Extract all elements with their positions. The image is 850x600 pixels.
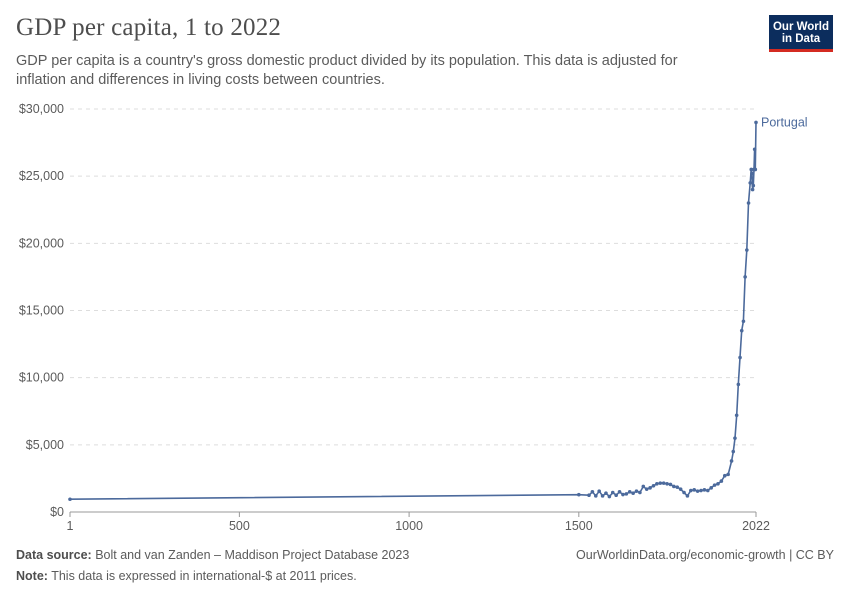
data-point: [597, 489, 601, 493]
data-point: [752, 147, 757, 152]
logo-line-1: Our World: [772, 21, 829, 33]
data-point: [614, 493, 618, 498]
data-point: [746, 201, 751, 205]
note-label: Note:: [16, 569, 48, 583]
data-point: [736, 382, 741, 387]
series-label: Portugal: [761, 115, 808, 129]
data-point: [695, 489, 700, 493]
data-point: [716, 481, 720, 486]
data-point: [685, 494, 690, 498]
data-point: [702, 488, 707, 492]
data-point: [692, 488, 697, 492]
data-point: [749, 167, 754, 172]
x-tick-label: 1500: [565, 519, 593, 533]
data-point: [668, 482, 673, 487]
source-link[interactable]: OurWorldinData.org/economic-growth | CC …: [576, 548, 834, 562]
data-point: [638, 490, 642, 495]
data-point: [678, 487, 683, 491]
data-point: [739, 328, 744, 333]
data-source-text: Bolt and van Zanden – Maddison Project D…: [95, 548, 410, 562]
data-point: [590, 490, 595, 494]
y-tick-label: $0: [50, 505, 64, 519]
data-point: [577, 492, 581, 497]
data-point: [627, 490, 632, 494]
data-point: [648, 486, 652, 490]
data-point: [731, 449, 736, 454]
chart-title: GDP per capita, 1 to 2022: [16, 14, 282, 41]
data-point: [604, 491, 608, 495]
data-point: [734, 413, 739, 418]
series-line-portugal: [69, 122, 757, 500]
data-point: [624, 492, 629, 496]
y-tick-label: $30,000: [19, 102, 64, 116]
owid-logo[interactable]: Our World in Data: [769, 15, 833, 52]
data-source: Data source: Bolt and van Zanden – Maddi…: [16, 548, 409, 562]
data-point: [719, 479, 724, 483]
data-point: [587, 493, 591, 498]
note: Note: This data is expressed in internat…: [16, 569, 357, 583]
data-point: [655, 481, 659, 486]
data-point: [593, 494, 598, 498]
y-tick-label: $20,000: [19, 236, 64, 250]
data-point: [733, 436, 737, 440]
data-point: [665, 481, 669, 486]
data-point: [753, 167, 758, 172]
data-point: [748, 181, 753, 185]
data-point: [641, 484, 646, 489]
data-point: [68, 497, 72, 502]
data-point: [750, 187, 755, 192]
data-point: [745, 248, 749, 252]
logo-line-2: in Data: [781, 33, 821, 45]
data-point: [610, 490, 615, 495]
data-point: [726, 472, 730, 477]
x-tick-label: 2022: [742, 519, 770, 533]
data-point: [644, 487, 649, 491]
y-tick-label: $25,000: [19, 169, 64, 183]
data-point: [751, 183, 756, 188]
chart-subtitle: GDP per capita is a country's gross dome…: [16, 53, 678, 88]
data-point: [741, 319, 746, 324]
data-point: [600, 494, 605, 498]
data-point: [689, 488, 693, 493]
data-point: [651, 484, 656, 488]
data-point: [672, 484, 676, 489]
data-point: [750, 171, 754, 176]
x-tick-label: 1: [67, 519, 74, 533]
y-tick-label: $10,000: [19, 371, 64, 385]
data-point: [738, 355, 742, 360]
y-tick-label: $15,000: [19, 304, 64, 318]
data-point: [658, 481, 663, 485]
x-tick-label: 1000: [395, 519, 423, 533]
data-point: [621, 492, 625, 497]
data-point: [661, 481, 666, 485]
data-point: [706, 488, 710, 493]
data-source-label: Data source:: [16, 548, 92, 562]
data-point: [634, 489, 639, 493]
data-point: [631, 491, 635, 495]
data-point: [743, 275, 747, 279]
y-tick-label: $5,000: [26, 438, 64, 452]
data-point: [607, 494, 612, 499]
note-text: This data is expressed in international-…: [51, 569, 357, 583]
data-point: [675, 485, 680, 489]
data-point: [729, 459, 734, 463]
data-point: [722, 473, 727, 478]
data-point: [682, 490, 686, 495]
data-point: [709, 486, 713, 490]
x-tick-label: 500: [229, 519, 250, 533]
data-point: [754, 120, 758, 125]
data-point: [699, 488, 703, 493]
data-point: [712, 483, 717, 487]
data-point: [617, 490, 622, 494]
